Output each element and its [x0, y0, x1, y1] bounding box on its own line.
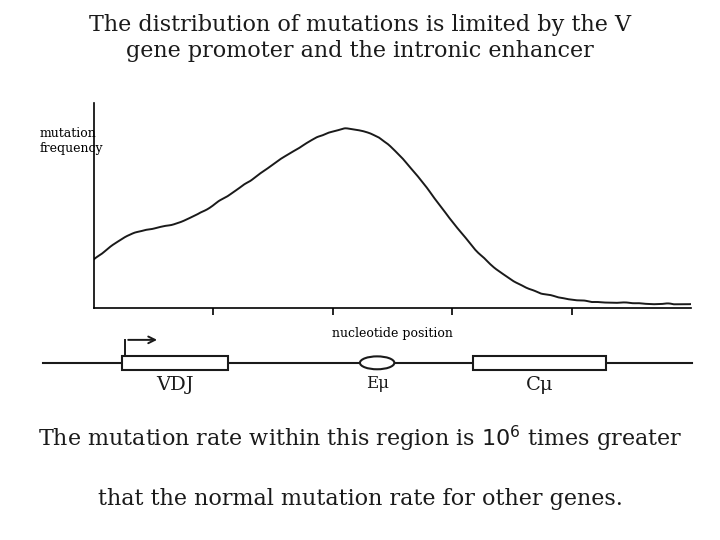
- Text: The distribution of mutations is limited by the V: The distribution of mutations is limited…: [89, 14, 631, 36]
- Text: gene promoter and the intronic enhancer: gene promoter and the intronic enhancer: [126, 40, 594, 63]
- Bar: [473, 356, 606, 370]
- Text: that the normal mutation rate for other genes.: that the normal mutation rate for other …: [98, 488, 622, 510]
- Text: Cμ: Cμ: [526, 376, 553, 394]
- Text: Eμ: Eμ: [366, 375, 389, 393]
- Ellipse shape: [360, 356, 395, 369]
- Text: mutation
frequency: mutation frequency: [40, 127, 104, 155]
- Text: VDJ: VDJ: [156, 376, 194, 394]
- Bar: [122, 356, 228, 370]
- Text: The mutation rate within this region is $10^6$ times greater: The mutation rate within this region is …: [38, 424, 682, 454]
- X-axis label: nucleotide position: nucleotide position: [332, 327, 453, 340]
